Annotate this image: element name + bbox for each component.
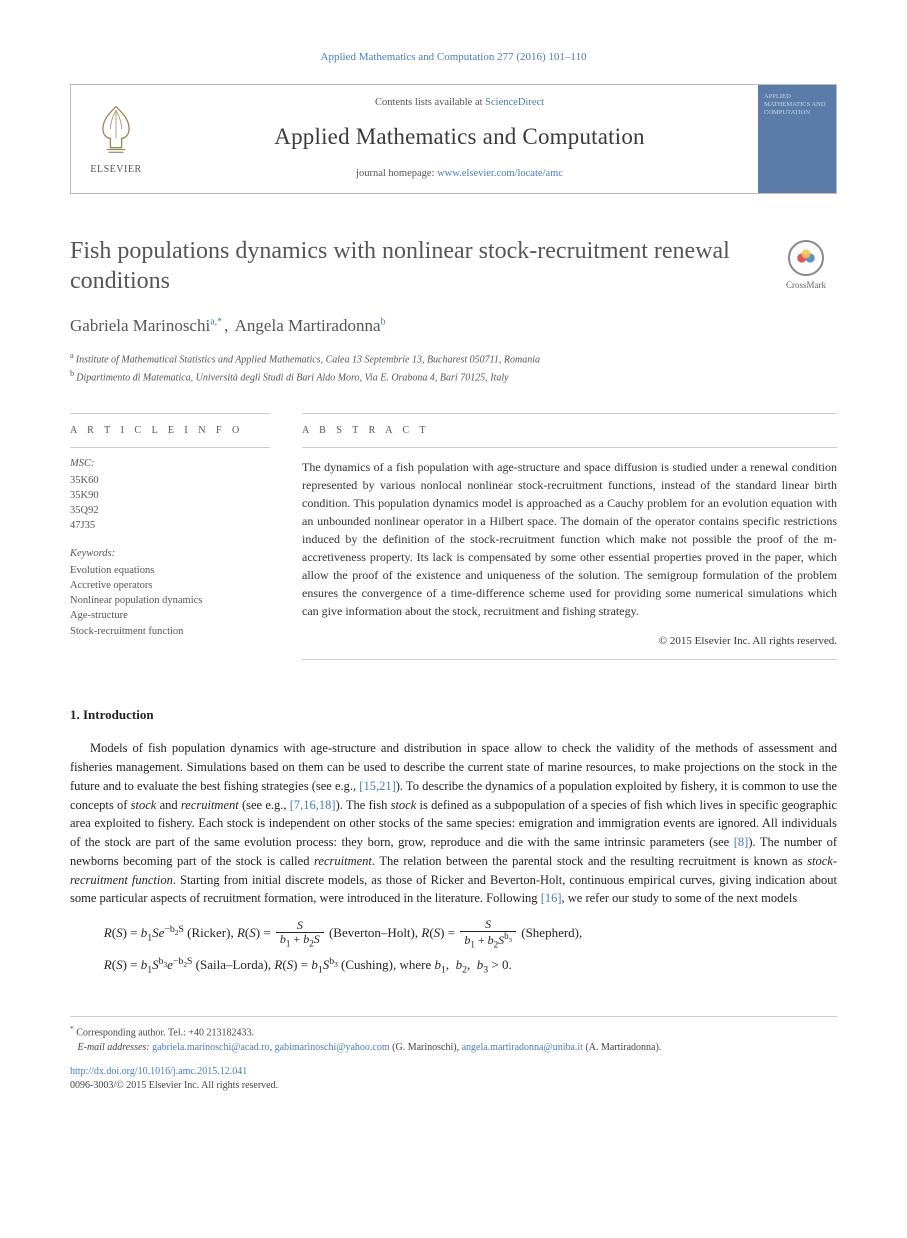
doi-block: http://dx.doi.org/10.1016/j.amc.2015.12.…	[70, 1065, 837, 1093]
contents-available-line: Contents lists available at ScienceDirec…	[169, 95, 750, 110]
email-link[interactable]: gabriela.marinoschi@acad.ro	[152, 1042, 270, 1053]
section-heading-introduction: 1. Introduction	[70, 706, 837, 725]
affiliation-list: aInstitute of Mathematical Statistics an…	[70, 350, 837, 385]
msc-label: MSC:	[70, 456, 270, 471]
affil-text: Institute of Mathematical Statistics and…	[76, 355, 540, 366]
page: Applied Mathematics and Computation 277 …	[0, 0, 907, 1133]
journal-masthead: ELSEVIER Contents lists available at Sci…	[70, 84, 837, 194]
masthead-center: Contents lists available at ScienceDirec…	[161, 85, 758, 193]
title-row: Fish populations dynamics with nonlinear…	[70, 236, 837, 296]
crossmark-label: CrossMark	[786, 279, 826, 292]
equation-line: R(S) = b1Sb3e−b2S (Saila–Lorda), R(S) = …	[104, 950, 837, 982]
affiliation: aInstitute of Mathematical Statistics an…	[70, 350, 837, 367]
citation-link[interactable]: [7,16,18]	[290, 798, 336, 812]
journal-homepage-line: journal homepage: www.elsevier.com/locat…	[169, 166, 750, 181]
email-who: (G. Marinoschi),	[390, 1042, 462, 1053]
crossmark-icon	[796, 248, 816, 268]
article-info-body: MSC: 35K60 35K90 35Q92 47J35 Keywords: E…	[70, 447, 270, 639]
keywords-label: Keywords:	[70, 546, 270, 561]
email-link[interactable]: angela.martiradonna@uniba.it	[462, 1042, 583, 1053]
email-link[interactable]: gabimarinoschi@yahoo.com	[275, 1042, 390, 1053]
author-name: Angela Martiradonna	[235, 316, 381, 335]
email-who: (A. Martiradonna).	[583, 1042, 661, 1053]
footnotes: * Corresponding author. Tel.: +40 213182…	[70, 1016, 837, 1055]
citation-link[interactable]: [8]	[734, 835, 749, 849]
cover-label: APPLIED MATHEMATICS AND COMPUTATION	[764, 93, 830, 116]
info-abstract-row: A R T I C L E I N F O MSC: 35K60 35K90 3…	[70, 413, 837, 660]
affil-mark: b	[70, 368, 74, 378]
affiliation: bDipartimento di Matematica, Università …	[70, 368, 837, 385]
issn-copyright: 0096-3003/© 2015 Elsevier Inc. All right…	[70, 1080, 278, 1091]
homepage-prefix: journal homepage:	[356, 168, 437, 179]
msc-item: 35K60	[70, 473, 270, 488]
doi-link[interactable]: http://dx.doi.org/10.1016/j.amc.2015.12.…	[70, 1066, 247, 1077]
citation-link[interactable]: [15,21]	[359, 779, 395, 793]
author-name: Gabriela Marinoschi	[70, 316, 210, 335]
author-affil-mark: a,*	[210, 316, 222, 327]
journal-cover-thumb: APPLIED MATHEMATICS AND COMPUTATION	[758, 85, 836, 193]
keyword-item: Age-structure	[70, 608, 270, 623]
keyword-item: Stock-recruitment function	[70, 624, 270, 639]
abstract-head: A B S T R A C T	[302, 413, 837, 447]
msc-item: 35K90	[70, 488, 270, 503]
publisher-name: ELSEVIER	[90, 163, 141, 178]
crossmark-circle	[788, 240, 824, 276]
journal-homepage-link[interactable]: www.elsevier.com/locate/amc	[437, 168, 563, 179]
abstract-copyright: © 2015 Elsevier Inc. All rights reserved…	[302, 634, 837, 650]
msc-item: 47J35	[70, 518, 270, 533]
article-title: Fish populations dynamics with nonlinear…	[70, 236, 755, 296]
msc-item: 35Q92	[70, 503, 270, 518]
publisher-block: ELSEVIER	[71, 85, 161, 193]
article-info-head: A R T I C L E I N F O	[70, 413, 270, 447]
citation-link[interactable]: [16]	[541, 891, 562, 905]
intro-paragraph: Models of fish population dynamics with …	[70, 739, 837, 908]
equation-line: R(S) = b1Se−b2S (Ricker), R(S) = Sb1 + b…	[104, 918, 837, 950]
abstract-body: The dynamics of a fish population with a…	[302, 447, 837, 620]
keyword-item: Accretive operators	[70, 578, 270, 593]
elsevier-tree-icon	[88, 101, 144, 157]
sciencedirect-link[interactable]: ScienceDirect	[485, 97, 544, 108]
abstract-rule	[302, 659, 837, 660]
affil-mark: a	[70, 350, 74, 360]
equation-block: R(S) = b1Se−b2S (Ricker), R(S) = Sb1 + b…	[104, 918, 837, 982]
article-info-column: A R T I C L E I N F O MSC: 35K60 35K90 3…	[70, 413, 270, 660]
email-addresses-line: E-mail addresses: gabriela.marinoschi@ac…	[70, 1040, 837, 1055]
affil-text: Dipartimento di Matematica, Università d…	[76, 372, 508, 383]
msc-list: 35K60 35K90 35Q92 47J35	[70, 473, 270, 534]
contents-prefix: Contents lists available at	[375, 97, 485, 108]
keyword-item: Nonlinear population dynamics	[70, 593, 270, 608]
crossmark-badge[interactable]: CrossMark	[775, 240, 837, 292]
corresponding-author-note: * Corresponding author. Tel.: +40 213182…	[70, 1023, 837, 1040]
keywords-list: Evolution equations Accretive operators …	[70, 563, 270, 639]
keyword-item: Evolution equations	[70, 563, 270, 578]
journal-name: Applied Mathematics and Computation	[169, 120, 750, 153]
author-list: Gabriela Marinoschia,*, Angela Martirado…	[70, 314, 837, 339]
email-label: E-mail addresses:	[78, 1042, 150, 1053]
running-head: Applied Mathematics and Computation 277 …	[70, 50, 837, 66]
corr-text: Corresponding author. Tel.: +40 21318243…	[76, 1027, 254, 1038]
author-affil-mark: b	[381, 316, 386, 327]
abstract-column: A B S T R A C T The dynamics of a fish p…	[302, 413, 837, 660]
